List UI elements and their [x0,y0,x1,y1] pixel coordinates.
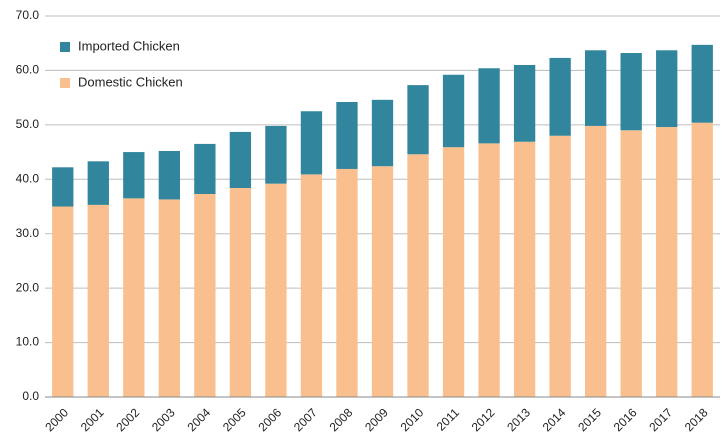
y-tick-label: 20.0 [16,280,40,294]
x-tick-label: 2017 [646,405,675,434]
x-tick-label: 2006 [256,405,285,434]
y-tick-label: 10.0 [16,335,40,349]
legend-swatch [60,42,70,52]
x-tick-label: 2008 [327,405,356,434]
x-tick-label: 2012 [469,405,498,434]
bar-segment [549,135,571,397]
bar-segment [585,50,607,126]
y-tick-label: 40.0 [16,171,40,185]
bar-segment [549,57,571,136]
x-tick-label: 2010 [398,405,427,434]
bar-segment [158,199,180,397]
bar-segment [691,44,713,123]
bar-segment [371,99,394,167]
bar-segment [123,198,145,397]
x-tick-label: 2013 [504,405,533,434]
bar-segment [123,152,145,199]
x-tick-label: 2014 [540,405,569,434]
legend-label: Imported Chicken [78,38,180,53]
bar-segment [265,183,287,397]
x-tick-label: 2001 [78,405,107,434]
x-tick-label: 2011 [434,405,462,433]
x-tick-label: 2007 [291,405,320,434]
bar-segment [513,141,536,397]
bar-segment [300,111,323,175]
bar-segment [656,50,678,128]
y-tick-label: 70.0 [16,8,40,22]
bar-segment [265,125,287,184]
bar-segment [656,127,678,397]
bar-segment [300,174,323,397]
bar-segment [194,193,216,397]
bar-segment [442,147,465,397]
bar-segment [478,68,500,144]
legend-swatch [60,78,70,88]
bar-segment [229,187,252,397]
bar-segment [336,101,358,169]
legend-label: Domestic Chicken [78,74,183,89]
bar-segment [442,74,465,148]
x-tick-label: 2016 [611,405,640,434]
bar-segment [336,168,358,397]
bar-segment [478,143,500,397]
bar-segment [229,131,252,188]
x-tick-label: 2018 [682,405,711,434]
bar-segment [585,125,607,398]
bar-segment [194,143,216,194]
bar-segment [691,122,713,398]
bar-segment [87,204,109,397]
bar-segment [371,166,394,397]
bar-segment [407,154,429,397]
x-tick-label: 2015 [575,405,604,434]
bar-segment [52,206,74,397]
bar-segment [158,150,180,200]
bar-segment [87,161,109,205]
y-tick-label: 0.0 [22,389,39,403]
y-tick-label: 50.0 [16,117,40,131]
x-tick-label: 2000 [42,405,71,434]
x-tick-label: 2002 [113,405,142,434]
x-tick-label: 2009 [362,405,391,434]
bar-segment [52,167,74,207]
x-tick-label: 2005 [220,405,249,434]
bar-segment [620,53,642,131]
x-tick-label: 2003 [149,405,178,434]
x-tick-label: 2004 [184,405,213,434]
y-tick-label: 30.0 [16,226,40,240]
bar-segment [513,64,536,142]
bar-segment [407,85,429,155]
bar-segment [620,130,642,398]
y-tick-label: 60.0 [16,63,40,77]
